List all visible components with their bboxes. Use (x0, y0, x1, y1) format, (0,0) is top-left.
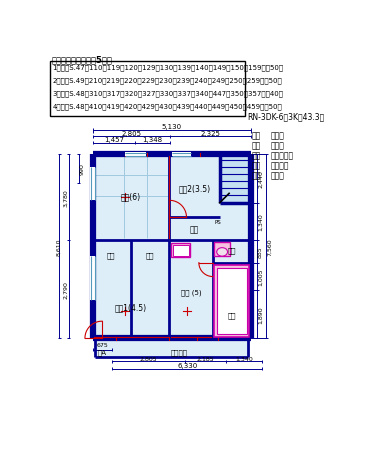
Text: 和室(6): 和室(6) (121, 192, 141, 201)
Text: 玄A: 玄A (97, 349, 107, 355)
Text: 2,805: 2,805 (121, 130, 141, 136)
Text: 1号棟　S.47　110～119・120～129・130～139・140～149・150～159号　50戸: 1号棟 S.47 110～119・120～129・130～139・140～149… (52, 64, 283, 71)
Text: 台所 (5): 台所 (5) (181, 289, 201, 295)
Text: 6,330: 6,330 (177, 362, 197, 368)
Bar (220, 155, 251, 203)
Text: 玄関: 玄関 (189, 225, 199, 234)
Text: 8,610: 8,610 (57, 238, 62, 255)
Text: ：浄化槽: ：浄化槽 (270, 161, 289, 170)
Text: 1,005: 1,005 (258, 268, 263, 285)
Text: 便所: 便所 (252, 131, 261, 140)
Text: 2,790: 2,790 (63, 281, 68, 298)
Bar (173, 245, 189, 256)
Text: 浴室: 浴室 (227, 312, 236, 319)
Bar (91, 256, 95, 301)
Text: 1,340: 1,340 (258, 213, 263, 230)
Text: 4号棟　S.48　410～419・420～429・430～439・440～449・450～459号　50戸: 4号棟 S.48 410～419・420～429・430～439・440～449… (52, 103, 282, 110)
Text: 浴槽: 浴槽 (252, 141, 261, 150)
Text: 990: 990 (79, 163, 84, 175)
Bar (217, 268, 247, 334)
Text: ベランダ: ベランダ (171, 349, 188, 355)
Text: 2,325: 2,325 (201, 130, 220, 136)
Text: 1,340: 1,340 (235, 356, 253, 361)
Text: ＥＶ: ＥＶ (252, 171, 261, 180)
Text: 下水: 下水 (252, 161, 261, 170)
Text: 7,560: 7,560 (267, 238, 272, 255)
Bar (171, 244, 190, 258)
Text: 675: 675 (97, 342, 108, 347)
Text: 1,457: 1,457 (104, 137, 124, 143)
Bar (91, 168, 95, 200)
Text: ：水洗: ：水洗 (270, 131, 284, 140)
Text: 洋室2(3.5): 洋室2(3.5) (178, 184, 210, 193)
Text: 2号棟　S.49　210～219・220～229・230～239・240～249・250～259号　50戸: 2号棟 S.49 210～219・220～229・230～239・240～249… (52, 77, 282, 84)
Bar (172, 152, 191, 157)
Bar (214, 265, 249, 337)
Text: 1,348: 1,348 (143, 137, 163, 143)
Text: 1,890: 1,890 (258, 305, 263, 323)
Text: ：無し: ：無し (270, 171, 284, 180)
Text: ：都市ガス: ：都市ガス (270, 151, 293, 160)
Text: ガス: ガス (252, 151, 261, 160)
Text: 2,185: 2,185 (197, 356, 214, 361)
Text: RN-3DK-6　3K　43.3㎡: RN-3DK-6 3K 43.3㎡ (248, 112, 325, 121)
Text: 5,130: 5,130 (162, 124, 182, 130)
Text: 物入: 物入 (146, 252, 154, 259)
Bar (214, 242, 230, 256)
Text: 2,440: 2,440 (258, 170, 263, 188)
Text: 2,805: 2,805 (140, 356, 157, 361)
Ellipse shape (217, 248, 228, 257)
Text: 押入: 押入 (107, 252, 115, 259)
Bar (95, 338, 248, 358)
Text: ：無し: ：無し (270, 141, 284, 150)
Bar (50, 62, 245, 117)
Text: 885: 885 (258, 246, 263, 258)
Bar (125, 152, 146, 157)
Text: PS: PS (214, 219, 221, 224)
Text: 洋室1(4.5): 洋室1(4.5) (115, 303, 147, 312)
Text: 3,780: 3,780 (63, 189, 68, 206)
Bar (93, 155, 251, 338)
Text: 鳥村住宅　中層耗火5階建: 鳥村住宅 中層耗火5階建 (52, 55, 113, 64)
Text: 3号棟　S.48　310～317・320～327・330～337・340～447・350～357号　40戸: 3号棟 S.48 310～317・320～327・330～337・340～447… (52, 90, 283, 97)
Text: 便所: 便所 (227, 247, 236, 253)
